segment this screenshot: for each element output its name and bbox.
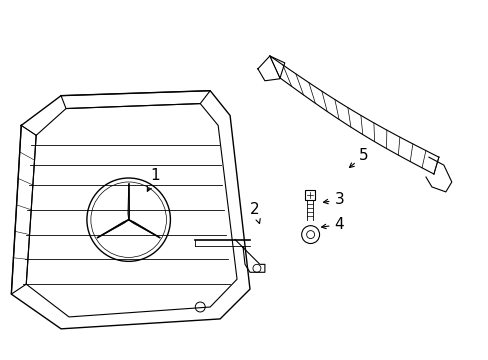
Text: 5: 5 xyxy=(349,148,368,167)
Bar xyxy=(304,190,314,200)
Text: 4: 4 xyxy=(321,217,344,232)
Text: 3: 3 xyxy=(323,192,344,207)
Text: 2: 2 xyxy=(250,202,260,224)
Text: 1: 1 xyxy=(147,167,160,191)
